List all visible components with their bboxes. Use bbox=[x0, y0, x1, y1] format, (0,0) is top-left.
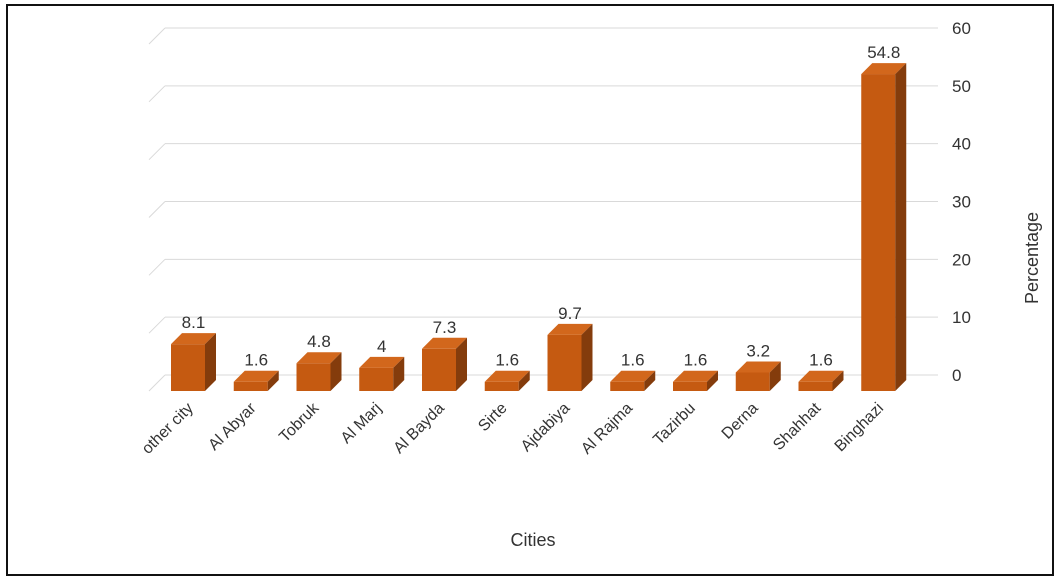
bar-front bbox=[171, 344, 205, 391]
data-label: 54.8 bbox=[867, 43, 900, 62]
x-axis-title: Cities bbox=[510, 530, 555, 550]
bar bbox=[296, 352, 342, 391]
data-label: 1.6 bbox=[809, 351, 833, 370]
bar-side bbox=[393, 356, 405, 391]
bar-side bbox=[895, 63, 907, 391]
bar-chart: 0 10 20 30 40 50 60 8.1 1.6 4.8 4 7.3 1.6 9.7 1.6 1.6 3… bbox=[139, 19, 1042, 550]
bar bbox=[547, 323, 593, 391]
x-tick-label: Derna bbox=[719, 400, 762, 443]
bar-top bbox=[798, 370, 844, 382]
y-axis-ticks: 0 10 20 30 40 50 60 bbox=[952, 19, 971, 385]
bar-top bbox=[547, 323, 593, 335]
data-label: 8.1 bbox=[182, 313, 206, 332]
bar-side bbox=[581, 323, 593, 391]
bar-front bbox=[861, 74, 896, 391]
y-tick-label: 60 bbox=[952, 19, 971, 38]
bar-front bbox=[484, 381, 519, 391]
bar-top bbox=[296, 352, 342, 364]
bars bbox=[171, 63, 907, 391]
bar-front bbox=[610, 381, 645, 391]
bar-front bbox=[359, 367, 394, 391]
gridline-depth bbox=[148, 258, 166, 276]
x-tick-label: Tazirbu bbox=[650, 400, 698, 448]
bar-side bbox=[330, 352, 342, 391]
bar bbox=[171, 333, 216, 391]
x-tick-label: Tobruk bbox=[276, 399, 323, 446]
x-tick-label: Shahhat bbox=[770, 399, 825, 454]
bar-front bbox=[735, 372, 770, 391]
gridline-depth bbox=[148, 27, 166, 45]
bar-side bbox=[267, 370, 279, 391]
x-tick-label: Al Bayda bbox=[391, 400, 448, 457]
y-axis-title: Percentage bbox=[1022, 212, 1042, 304]
bar bbox=[735, 361, 781, 391]
data-label: 7.3 bbox=[433, 318, 457, 337]
bar-side bbox=[769, 361, 781, 391]
bar-top bbox=[422, 337, 467, 349]
x-tick-label: Ajdabiya bbox=[518, 400, 573, 455]
y-tick-label: 40 bbox=[952, 135, 971, 154]
x-tick-label: Binghazi bbox=[832, 400, 887, 455]
bar-front bbox=[422, 348, 456, 391]
bar-front bbox=[798, 381, 833, 391]
data-label: 1.6 bbox=[495, 351, 519, 370]
bar-top bbox=[484, 370, 530, 382]
y-tick-label: 0 bbox=[952, 366, 961, 385]
bar-top bbox=[735, 361, 781, 373]
x-tick-label: Sirte bbox=[475, 400, 510, 435]
bar-front bbox=[547, 334, 582, 391]
gridline-depth bbox=[148, 143, 166, 161]
bar bbox=[861, 63, 907, 391]
data-label: 4 bbox=[377, 337, 386, 356]
bar bbox=[233, 370, 279, 391]
bar-side bbox=[644, 370, 656, 391]
bar-top bbox=[610, 370, 656, 382]
bar-side bbox=[205, 333, 216, 391]
bar-top bbox=[171, 333, 216, 345]
data-labels: 8.1 1.6 4.8 4 7.3 1.6 9.7 1.6 1.6 3.2 1.6 54.8 bbox=[182, 43, 901, 370]
bar-top bbox=[233, 370, 279, 382]
bar bbox=[422, 337, 467, 391]
bar-side bbox=[707, 370, 718, 391]
bar-top bbox=[861, 63, 907, 75]
y-tick-label: 20 bbox=[952, 250, 971, 269]
bar bbox=[359, 356, 405, 391]
y-tick-label: 10 bbox=[952, 308, 971, 327]
bar bbox=[673, 370, 718, 391]
gridline-depth bbox=[148, 374, 166, 392]
bar-top bbox=[673, 370, 718, 382]
bar bbox=[484, 370, 530, 391]
y-tick-label: 30 bbox=[952, 193, 971, 212]
bar-top bbox=[359, 356, 405, 368]
data-label: 1.6 bbox=[621, 351, 645, 370]
bar bbox=[610, 370, 656, 391]
gridlines bbox=[148, 27, 938, 392]
bar-side bbox=[832, 370, 844, 391]
bar bbox=[798, 370, 844, 391]
data-label: 4.8 bbox=[307, 332, 331, 351]
bar-front bbox=[296, 363, 331, 391]
bar-side bbox=[456, 337, 467, 391]
x-tick-label: Al Abyar bbox=[205, 399, 260, 454]
data-label: 9.7 bbox=[558, 304, 582, 323]
data-label: 1.6 bbox=[244, 351, 268, 370]
gridline-depth bbox=[148, 316, 166, 334]
x-tick-label: other city bbox=[139, 400, 197, 458]
gridline-depth bbox=[148, 85, 166, 103]
bar-side bbox=[518, 370, 530, 391]
x-tick-label: Al Rajma bbox=[578, 400, 636, 458]
data-label: 3.2 bbox=[746, 341, 770, 360]
y-tick-label: 50 bbox=[952, 77, 971, 96]
x-tick-label: Al Marj bbox=[338, 400, 385, 447]
chart-frame: 0 10 20 30 40 50 60 8.1 1.6 4.8 4 7.3 1.6 9.7 1.6 1.6 3… bbox=[6, 4, 1054, 576]
data-label: 1.6 bbox=[684, 351, 708, 370]
gridline-depth bbox=[148, 201, 166, 218]
x-axis-tick-labels: other city Al Abyar Tobruk Al Marj Al Bayda S… bbox=[139, 399, 887, 458]
bar-front bbox=[233, 381, 268, 391]
bar-front bbox=[673, 381, 707, 391]
